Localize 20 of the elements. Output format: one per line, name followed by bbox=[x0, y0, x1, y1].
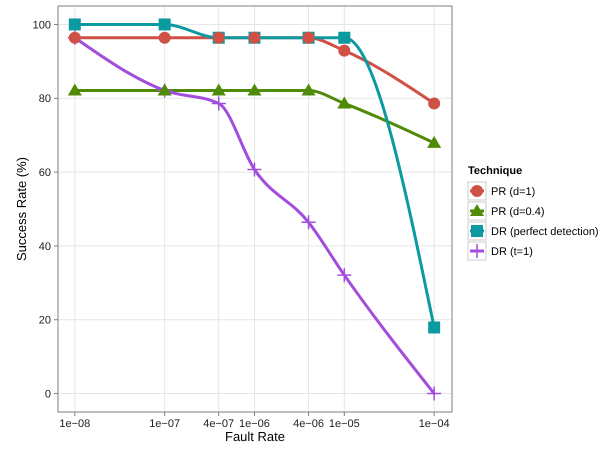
x-tick-label: 1e−08 bbox=[59, 418, 90, 430]
y-tick-label: 0 bbox=[44, 388, 51, 400]
x-tick-label: 4e−06 bbox=[293, 418, 324, 430]
y-tick-label: 20 bbox=[38, 314, 51, 327]
legend-label: PR (d=1) bbox=[491, 186, 536, 198]
y-axis-title: Success Rate (%) bbox=[14, 156, 29, 262]
x-tick-label: 1e−04 bbox=[418, 418, 450, 430]
legend-label: DR (perfect detection) bbox=[491, 226, 599, 238]
y-tick-label: 60 bbox=[38, 166, 51, 179]
legend-label: DR (t=1) bbox=[491, 246, 533, 258]
x-tick-label: 1e−06 bbox=[239, 418, 270, 430]
y-tick-label: 40 bbox=[38, 240, 51, 253]
legend-label: PR (d=0.4) bbox=[491, 206, 544, 218]
x-tick-label: 1e−07 bbox=[149, 418, 180, 430]
x-axis-title: Fault Rate bbox=[225, 429, 285, 444]
y-tick-label: 100 bbox=[32, 19, 51, 32]
y-tick-label: 80 bbox=[38, 93, 51, 106]
x-tick-label: 1e−05 bbox=[328, 418, 360, 430]
x-tick-label: 4e−07 bbox=[203, 418, 234, 430]
legend-title: Technique bbox=[468, 165, 522, 177]
